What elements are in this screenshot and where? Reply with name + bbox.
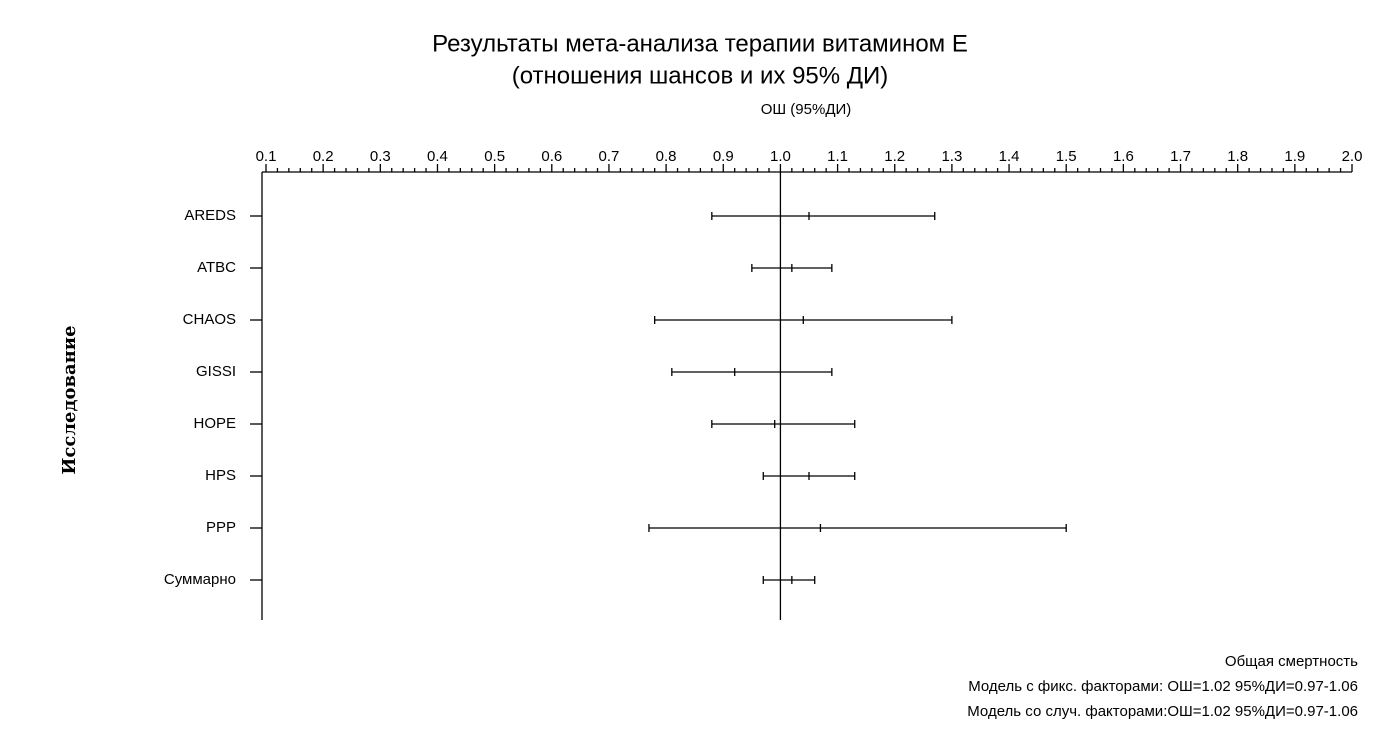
y-tick-label: GISSI [196, 363, 236, 380]
x-tick-label: 0.6 [541, 148, 562, 165]
x-tick-label: 1.3 [941, 148, 962, 165]
x-tick-label: 0.3 [370, 148, 391, 165]
y-tick-label: HPS [205, 467, 236, 484]
chart-title: (отношения шансов и их 95% ДИ) [512, 62, 889, 89]
footnote: Модель со случ. факторами:ОШ=1.02 95%ДИ=… [967, 703, 1358, 720]
y-tick-label: AREDS [184, 207, 236, 224]
x-tick-label: 1.9 [1284, 148, 1305, 165]
x-tick-label: 0.7 [599, 148, 620, 165]
x-tick-label: 1.6 [1113, 148, 1134, 165]
x-axis-label: ОШ (95%ДИ) [761, 101, 852, 118]
x-tick-label: 0.4 [427, 148, 448, 165]
x-tick-label: 1.7 [1170, 148, 1191, 165]
x-tick-label: 1.2 [884, 148, 905, 165]
x-tick-label: 1.8 [1227, 148, 1248, 165]
chart-title: Результаты мета-анализа терапии витамино… [432, 30, 968, 57]
x-tick-label: 0.8 [656, 148, 677, 165]
footnote: Модель с фикс. факторами: ОШ=1.02 95%ДИ=… [968, 678, 1358, 695]
x-tick-label: 1.5 [1056, 148, 1077, 165]
y-tick-label: ATBC [197, 259, 236, 276]
y-tick-label: PPP [206, 519, 236, 536]
x-tick-label: 1.1 [827, 148, 848, 165]
x-tick-label: 1.4 [999, 148, 1020, 165]
y-axis-label: Исследование [59, 325, 80, 474]
y-tick-label: Суммарно [164, 571, 236, 588]
y-tick-label: HOPE [193, 415, 236, 432]
y-tick-label: CHAOS [183, 311, 236, 328]
x-tick-label: 2.0 [1342, 148, 1363, 165]
x-tick-label: 0.9 [713, 148, 734, 165]
footnote: Общая смертность [1225, 653, 1358, 670]
x-tick-label: 0.5 [484, 148, 505, 165]
x-tick-label: 0.1 [256, 148, 277, 165]
x-tick-label: 1.0 [770, 148, 791, 165]
x-tick-label: 0.2 [313, 148, 334, 165]
